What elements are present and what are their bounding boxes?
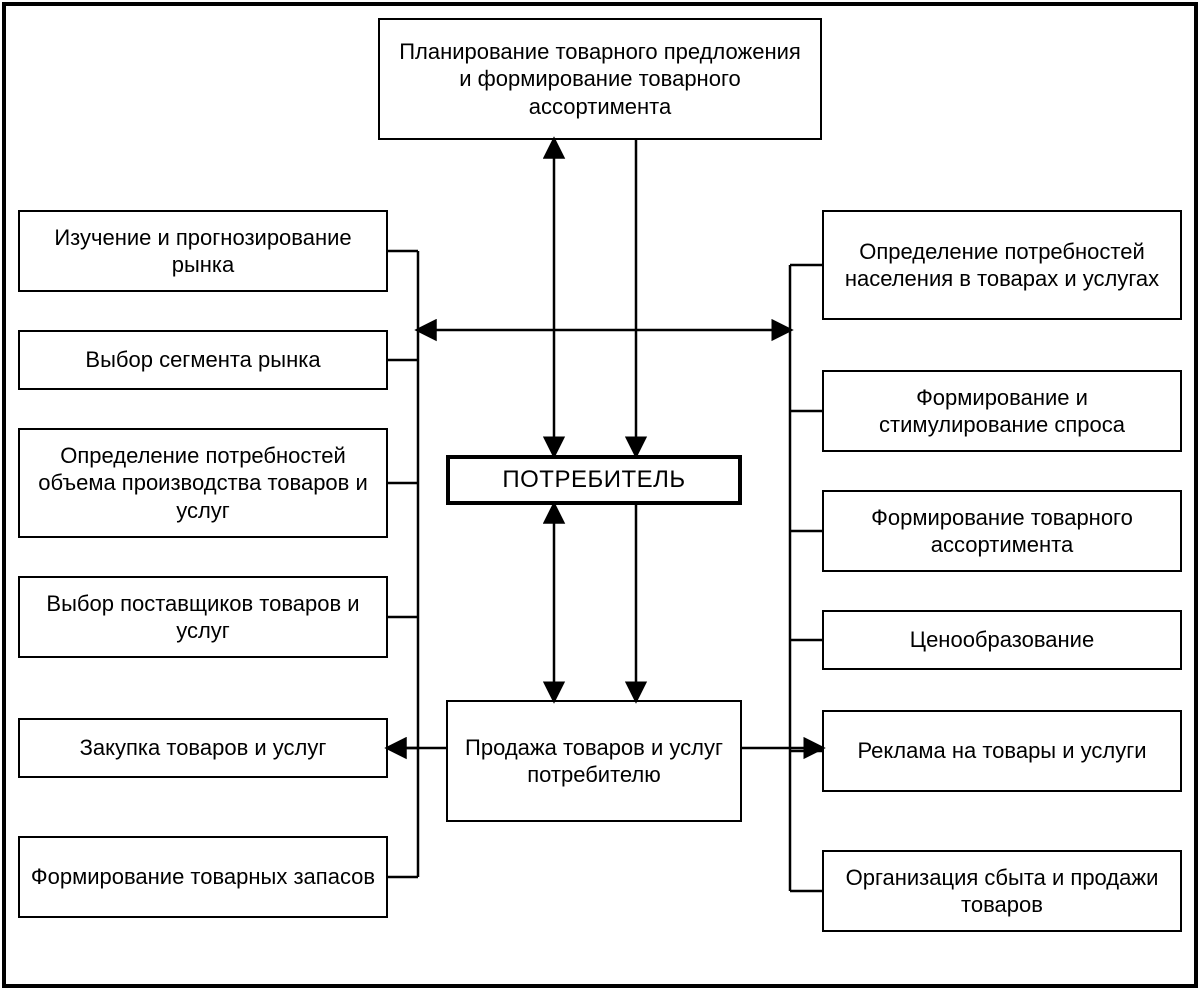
node-top: Планирование товарного предложения и фор… bbox=[378, 18, 822, 140]
node-r1: Определение потребностей населения в тов… bbox=[822, 210, 1182, 320]
node-l1: Изучение и прогнозирование рынка bbox=[18, 210, 388, 292]
node-r2: Формирование и стимулирование спроса bbox=[822, 370, 1182, 452]
node-r6: Организация сбыта и продажи товаров bbox=[822, 850, 1182, 932]
node-l2: Выбор сегмента рынка bbox=[18, 330, 388, 390]
node-r3: Формирование товарного ассортимента bbox=[822, 490, 1182, 572]
node-bottom: Продажа товаров и услуг потребителю bbox=[446, 700, 742, 822]
node-l3: Определение потребностей объема производ… bbox=[18, 428, 388, 538]
node-l5: Закупка товаров и услуг bbox=[18, 718, 388, 778]
node-l6: Формирование товарных запасов bbox=[18, 836, 388, 918]
node-center: ПОТРЕБИТЕЛЬ bbox=[446, 455, 742, 505]
node-l4: Выбор поставщиков товаров и услуг bbox=[18, 576, 388, 658]
node-r5: Реклама на товары и услуги bbox=[822, 710, 1182, 792]
node-r4: Ценообразование bbox=[822, 610, 1182, 670]
